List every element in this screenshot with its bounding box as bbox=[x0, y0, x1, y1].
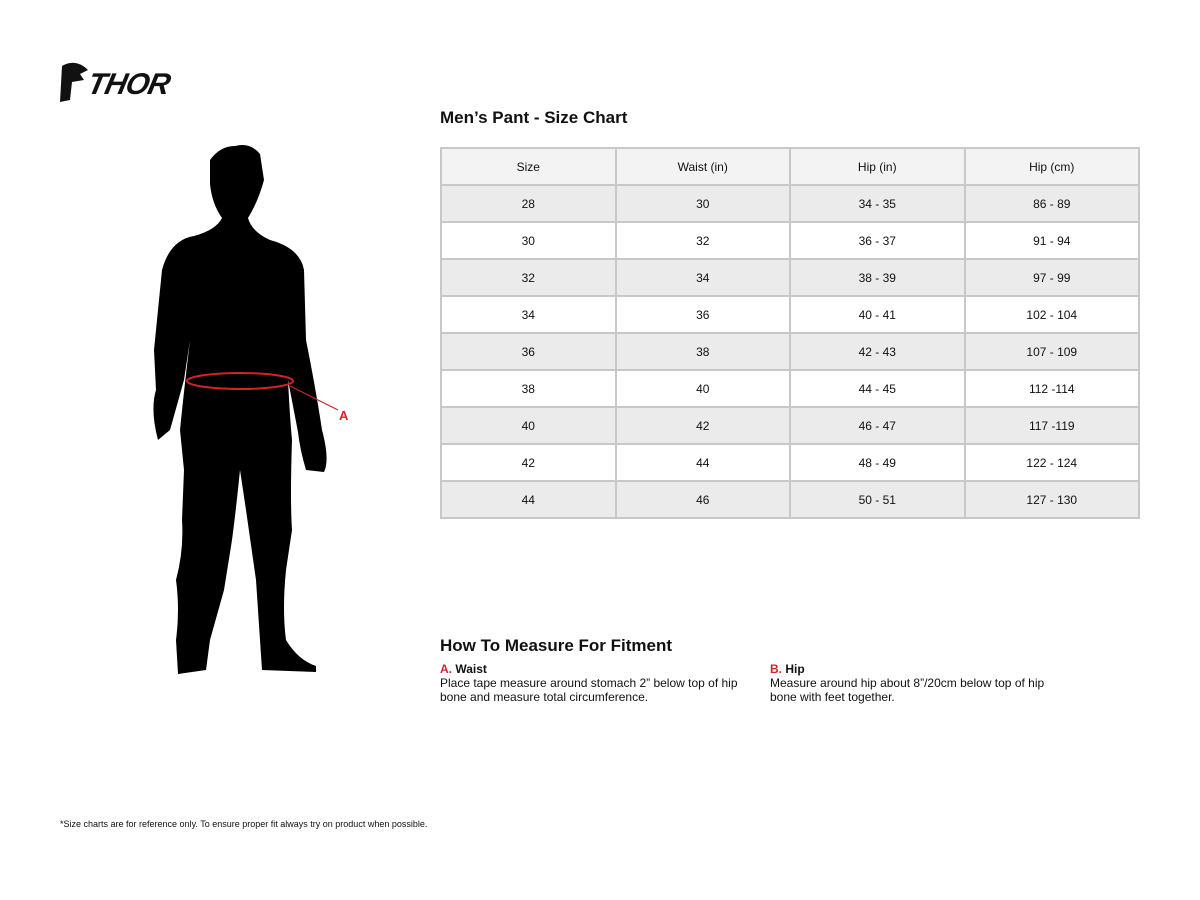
table-cell: 36 bbox=[614, 295, 791, 334]
table-row: 44 46 50 - 51 127 - 130 bbox=[440, 480, 1140, 519]
column-header: Waist (in) bbox=[614, 147, 791, 186]
letter: A. bbox=[440, 662, 452, 676]
body-silhouette: A bbox=[153, 145, 349, 674]
footnote: *Size charts are for reference only. To … bbox=[60, 819, 428, 829]
table-cell: 28 bbox=[440, 184, 617, 223]
table-cell: 32 bbox=[440, 258, 617, 297]
measure-name: Waist bbox=[455, 662, 487, 676]
table-cell: 30 bbox=[440, 221, 617, 260]
table-cell: 42 bbox=[614, 406, 791, 445]
table-cell: 86 - 89 bbox=[963, 184, 1140, 223]
measure-text: Measure around hip about 8”/20cm below t… bbox=[770, 676, 1045, 704]
table-cell: 40 bbox=[440, 406, 617, 445]
table-cell: 46 - 47 bbox=[789, 406, 966, 445]
table-row: 32 34 38 - 39 97 - 99 bbox=[440, 258, 1140, 297]
marker-label-a: A bbox=[339, 408, 349, 423]
table-header-row: Size Waist (in) Hip (in) Hip (cm) bbox=[440, 147, 1140, 186]
column-header: Size bbox=[440, 147, 617, 186]
marker-leader-line bbox=[289, 385, 339, 411]
table-cell: 32 bbox=[614, 221, 791, 260]
logo-text: THOR bbox=[84, 68, 173, 101]
table-cell: 48 - 49 bbox=[789, 443, 966, 482]
measure-name: Hip bbox=[785, 662, 805, 676]
table-row: 40 42 46 - 47 117 -119 bbox=[440, 406, 1140, 445]
table-cell: 44 bbox=[440, 480, 617, 519]
table-cell: 107 - 109 bbox=[963, 332, 1140, 371]
table-row: 36 38 42 - 43 107 - 109 bbox=[440, 332, 1140, 371]
table-cell: 44 - 45 bbox=[789, 369, 966, 408]
howto-title: How To Measure For Fitment bbox=[440, 636, 673, 655]
table-cell: 44 bbox=[614, 443, 791, 482]
table-cell: 38 bbox=[440, 369, 617, 408]
measure-hip: B. Hip Measure around hip about 8”/20cm … bbox=[770, 662, 1070, 704]
table-row: 34 36 40 - 41 102 - 104 bbox=[440, 295, 1140, 334]
table-cell: 38 bbox=[614, 332, 791, 371]
table-cell: 36 - 37 bbox=[789, 221, 966, 260]
table-cell: 42 bbox=[440, 443, 617, 482]
table-cell: 30 bbox=[614, 184, 791, 223]
table-row: 30 32 36 - 37 91 - 94 bbox=[440, 221, 1140, 260]
helmet-icon bbox=[60, 62, 88, 102]
table-cell: 42 - 43 bbox=[789, 332, 966, 371]
size-table: Size Waist (in) Hip (in) Hip (cm) 28 30 34 - … bbox=[440, 147, 1140, 519]
page-title: Men’s Pant - Size Chart bbox=[440, 108, 628, 127]
column-header: Hip (cm) bbox=[963, 147, 1140, 186]
letter: B. bbox=[770, 662, 782, 676]
table-cell: 117 -119 bbox=[963, 406, 1140, 445]
table-cell: 112 -114 bbox=[963, 369, 1140, 408]
table-cell: 36 bbox=[440, 332, 617, 371]
table-cell: 50 - 51 bbox=[789, 480, 966, 519]
table-cell: 122 - 124 bbox=[963, 443, 1140, 482]
column-header: Hip (in) bbox=[789, 147, 966, 186]
table-cell: 34 bbox=[440, 295, 617, 334]
table-cell: 40 bbox=[614, 369, 791, 408]
table-cell: 46 bbox=[614, 480, 791, 519]
table-cell: 97 - 99 bbox=[963, 258, 1140, 297]
measure-waist: A. Waist Place tape measure around stoma… bbox=[440, 662, 740, 704]
measure-text: Place tape measure around stomach 2” bel… bbox=[440, 676, 738, 704]
table-row: 38 40 44 - 45 112 -114 bbox=[440, 369, 1140, 408]
table-cell: 91 - 94 bbox=[963, 221, 1140, 260]
table-cell: 127 - 130 bbox=[963, 480, 1140, 519]
table-cell: 34 - 35 bbox=[789, 184, 966, 223]
table-cell: 38 - 39 bbox=[789, 258, 966, 297]
waist-tape-marker bbox=[186, 372, 294, 390]
table-cell: 34 bbox=[614, 258, 791, 297]
thor-logo: THOR bbox=[58, 60, 198, 106]
table-row: 28 30 34 - 35 86 - 89 bbox=[440, 184, 1140, 223]
table-cell: 102 - 104 bbox=[963, 295, 1140, 334]
table-cell: 40 - 41 bbox=[789, 295, 966, 334]
table-row: 42 44 48 - 49 122 - 124 bbox=[440, 443, 1140, 482]
